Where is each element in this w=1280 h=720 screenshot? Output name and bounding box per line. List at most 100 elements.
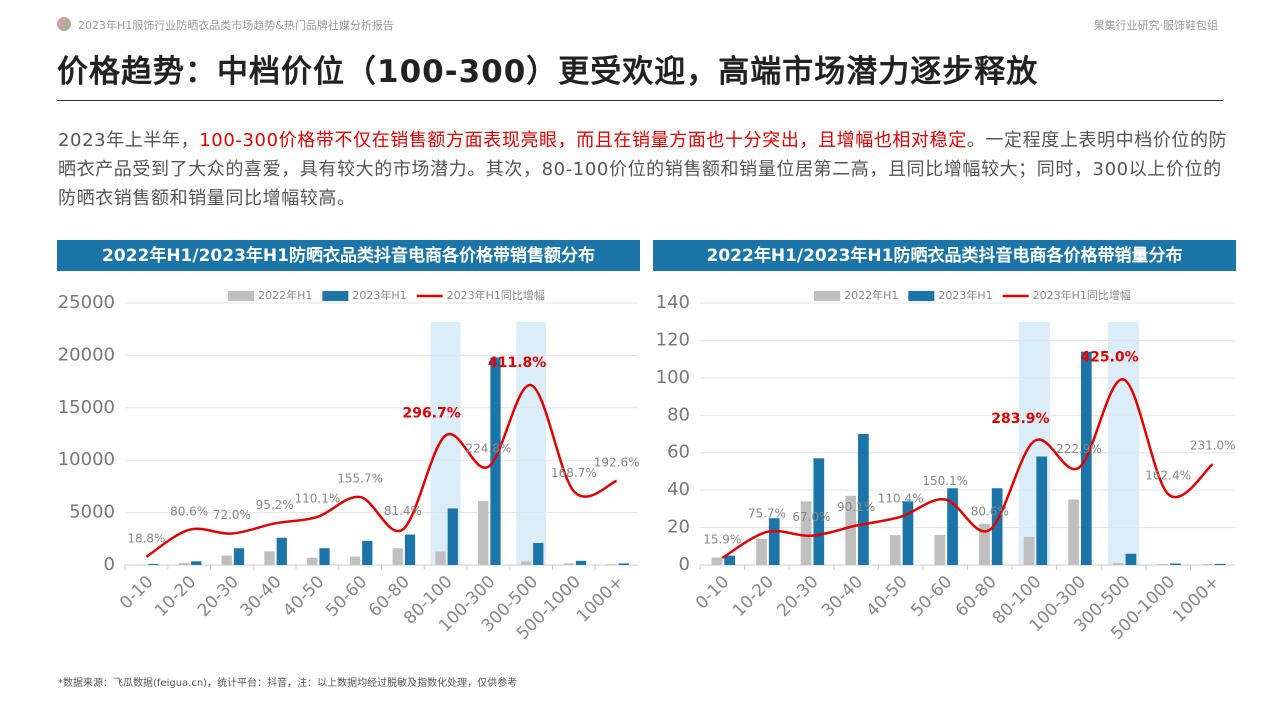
- value-label: 150.1%: [922, 474, 968, 488]
- bar: [606, 564, 617, 565]
- x-tick-label: 40-50: [863, 572, 912, 621]
- bar: [813, 458, 825, 565]
- x-tick-label: 1000+: [573, 572, 628, 627]
- bar: [349, 556, 361, 565]
- y-tick-label: 20000: [58, 344, 115, 365]
- x-tick-label: 20-30: [194, 572, 243, 621]
- value-label: 72.0%: [213, 508, 251, 522]
- y-tick-label: 140: [656, 292, 690, 313]
- bar: [563, 563, 574, 565]
- x-tick-label: 40-50: [279, 572, 328, 621]
- bar: [858, 434, 869, 565]
- source: 果集行业研究·服饰鞋包组: [1093, 19, 1219, 32]
- legend-label: 2023年H1: [938, 288, 992, 302]
- legend-label: 2022年H1: [844, 288, 898, 302]
- bar: [362, 540, 373, 565]
- value-label: 231.0%: [1190, 439, 1236, 453]
- value-label: 81.4%: [384, 504, 422, 518]
- bar: [1170, 563, 1181, 565]
- bar: [148, 563, 159, 565]
- growth-line: [721, 378, 1214, 560]
- bar: [276, 537, 287, 565]
- report-name: 2023年H1服饰行业防晒衣品类市场趋势&热门品牌社媒分析报告: [78, 19, 394, 32]
- y-tick-label: 15000: [58, 397, 115, 418]
- paragraph: 2023年上半年，100-300价格带不仅在销售额方面表现亮眼，而且在销量方面也…: [58, 126, 1238, 213]
- paragraph-highlight: 100-300价格带不仅在销售额方面表现亮眼，而且在销量方面也十分突出，且增幅也…: [199, 130, 967, 151]
- value-label: 95.2%: [256, 498, 294, 512]
- y-tick-label: 0: [679, 554, 690, 575]
- bar: [136, 564, 147, 565]
- legend-swatch: [322, 291, 349, 301]
- bar: [490, 357, 501, 565]
- bar: [979, 523, 990, 565]
- legend-label: 2023年H1: [352, 288, 406, 302]
- bar: [233, 548, 245, 565]
- bar: [178, 562, 190, 565]
- value-label: 110.4%: [878, 491, 924, 505]
- value-label: 155.7%: [337, 472, 383, 486]
- footnote: *数据来源：飞瓜数据(feigua.cn)，统计平台：抖音，注：以上数据均经过脱…: [58, 678, 518, 689]
- bar: [756, 538, 767, 565]
- value-label: 80.6%: [170, 504, 208, 518]
- bar: [1157, 564, 1169, 565]
- bar: [618, 563, 629, 565]
- x-tick-label: 20-30: [773, 572, 822, 621]
- highlight-band: [1107, 322, 1140, 565]
- y-tick-label: 80: [667, 404, 690, 425]
- value-label: 162.4%: [1145, 469, 1191, 483]
- bar: [221, 555, 232, 565]
- y-tick-label: 5000: [69, 502, 115, 523]
- value-label: 18.8%: [127, 531, 165, 545]
- legend-swatch: [228, 291, 255, 301]
- value-label: 75.7%: [748, 506, 786, 520]
- bar: [947, 488, 958, 565]
- title-rule: [57, 100, 1223, 101]
- chart-title: 2022年H1/2023年H1防晒衣品类抖音电商各价格带销量分布: [707, 245, 1183, 266]
- y-tick-label: 40: [667, 479, 690, 500]
- value-label: 168.7%: [551, 466, 597, 480]
- page-title: 价格趋势：中档价位（100-300）更受欢迎，高端市场潜力逐步释放: [57, 54, 1039, 90]
- y-tick-label: 10000: [58, 449, 115, 470]
- bar: [724, 555, 735, 565]
- bar: [533, 542, 544, 565]
- bar: [1112, 563, 1124, 565]
- bar: [191, 561, 202, 565]
- bar: [478, 501, 489, 565]
- value-label: 296.7%: [402, 405, 460, 421]
- bar: [902, 501, 914, 565]
- value-label: 222.9%: [1056, 442, 1102, 456]
- y-tick-label: 120: [656, 329, 690, 350]
- bar: [1068, 499, 1079, 565]
- bar: [1214, 563, 1226, 565]
- bar: [768, 518, 780, 565]
- legend: 2022年H1 2023年H1 2023年H1同比增幅: [814, 288, 1131, 302]
- bar: [264, 551, 275, 565]
- y-tick-label: 20: [667, 517, 690, 538]
- legend-swatch: [814, 291, 841, 301]
- x-tick-label: 1000+: [1169, 572, 1224, 627]
- x-tick-label: 30-40: [818, 572, 867, 621]
- legend-swatch: [908, 291, 935, 301]
- legend: 2022年H1 2023年H1 2023年H1同比增幅: [228, 288, 545, 302]
- x-tick-label: 10-20: [151, 572, 200, 621]
- bar: [1125, 553, 1137, 565]
- bar: [845, 495, 857, 565]
- value-label: 90.1%: [837, 500, 875, 514]
- growth-line: [145, 383, 618, 558]
- x-tick-label: 50-60: [907, 572, 956, 621]
- bar: [447, 508, 458, 565]
- value-label: 80.6%: [971, 504, 1009, 518]
- y-tick-label: 25000: [58, 292, 115, 313]
- bar: [800, 501, 812, 565]
- bar: [520, 561, 532, 565]
- bar: [392, 548, 403, 565]
- highlight-band: [516, 322, 547, 565]
- legend-label: 2023年H1同比增幅: [1033, 288, 1131, 302]
- value-label: 224.8%: [465, 441, 511, 455]
- y-tick-label: 0: [104, 554, 115, 575]
- x-tick-label: 30-40: [237, 572, 286, 621]
- value-label: 283.9%: [991, 411, 1049, 427]
- bar: [404, 534, 416, 565]
- bar: [319, 548, 330, 565]
